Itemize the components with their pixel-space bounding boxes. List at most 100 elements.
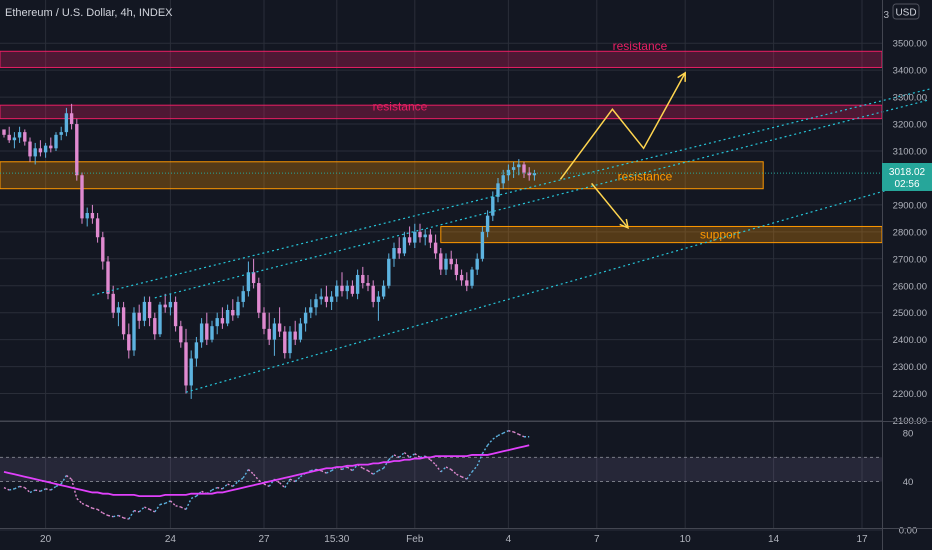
candle: [127, 323, 131, 359]
candle-body: [49, 145, 53, 149]
rsi-segment: [81, 502, 88, 507]
rsi-segment: [398, 451, 405, 458]
candle-body: [309, 307, 313, 313]
candle: [418, 223, 422, 243]
candle: [246, 261, 251, 297]
candle: [7, 126, 11, 143]
support-zone-label: resistance: [618, 170, 673, 184]
rsi-segment: [502, 430, 509, 434]
candle-body: [246, 272, 251, 292]
rsi-segment: [211, 486, 218, 491]
candle: [101, 231, 105, 270]
candle-body: [111, 293, 115, 313]
rsi-segment: [35, 489, 41, 492]
candle-body: [75, 124, 79, 176]
candle: [298, 318, 303, 343]
candle-body: [402, 237, 407, 254]
rsi-segment: [138, 506, 145, 513]
rsi-segment: [97, 508, 104, 514]
x-tick-label: 7: [594, 534, 600, 545]
candle: [465, 272, 469, 292]
y-tick-label: 2500.00: [893, 308, 927, 319]
x-tick-label: 27: [258, 534, 270, 545]
rsi-segment: [445, 466, 452, 471]
rsi-segment: [456, 473, 462, 478]
candle: [2, 129, 6, 138]
rsi-segment: [190, 495, 197, 500]
x-tick-label: 20: [40, 534, 52, 545]
candle-body: [527, 172, 531, 176]
bearish-scenario-arrow-path: [591, 182, 629, 229]
candle: [522, 161, 526, 178]
rsi-segment: [497, 432, 504, 437]
rsi-segment: [227, 483, 234, 488]
candle-body: [12, 137, 17, 141]
candle-body: [491, 196, 495, 216]
candle-body: [465, 280, 469, 286]
candle: [199, 318, 204, 348]
rsi-segment: [175, 505, 181, 508]
candle: [413, 223, 417, 249]
candle: [137, 304, 141, 329]
y-tick-label: 2300.00: [893, 362, 927, 373]
candle: [470, 266, 474, 289]
candle-body: [142, 301, 147, 321]
support-zone-label: support: [700, 228, 741, 242]
candle: [496, 177, 500, 203]
rsi-segment: [351, 464, 359, 472]
x-tick-label: 17: [856, 534, 868, 545]
rsi-segment: [24, 487, 31, 493]
candle-body: [127, 334, 131, 351]
candle: [90, 204, 95, 224]
rsi-segment: [461, 476, 468, 480]
last-price-value: 3018.02: [889, 167, 926, 178]
candle-body: [470, 269, 474, 286]
candle-body: [95, 218, 100, 238]
rsi-segment: [289, 478, 296, 483]
currency-badge[interactable]: [892, 3, 920, 20]
candle-body: [387, 258, 391, 286]
candle-body: [407, 237, 412, 243]
candle-body: [272, 323, 277, 340]
rsi-segment: [429, 459, 437, 466]
candle-body: [314, 299, 318, 308]
x-tick-label: 14: [768, 534, 780, 545]
candle: [283, 326, 287, 359]
candle-body: [54, 134, 58, 149]
candle: [153, 312, 157, 340]
candle: [173, 296, 178, 332]
candle-body: [173, 301, 178, 327]
candle: [439, 248, 443, 275]
bullish-scenario-arrow-path: [559, 72, 686, 180]
candle: [319, 288, 323, 305]
y-tick-label: 2800.00: [893, 227, 927, 238]
candle-body: [392, 248, 396, 259]
rsi-band: [0, 457, 882, 482]
rsi-segment: [513, 431, 520, 435]
price-axis-partial-label: 3: [883, 10, 889, 21]
rsi-segment: [471, 465, 478, 473]
candle: [309, 299, 313, 319]
candle-body: [257, 283, 261, 313]
rsi-segment: [268, 478, 275, 487]
rsi-segment: [346, 466, 353, 472]
candle-body: [293, 331, 297, 340]
candle-body: [17, 132, 22, 138]
rsi-segment: [217, 486, 223, 490]
candle-body: [194, 342, 199, 359]
candle-body: [90, 212, 95, 219]
candle: [132, 307, 136, 356]
candle-body: [501, 175, 505, 184]
resistance-zone: [0, 104, 883, 120]
rsi-segment: [518, 433, 525, 438]
candle: [95, 212, 100, 243]
candle-body: [205, 323, 209, 340]
candle-body: [69, 113, 74, 125]
candle: [335, 280, 339, 302]
candle: [340, 272, 344, 297]
candle: [485, 210, 490, 238]
candle: [194, 336, 199, 367]
rsi-segment: [279, 482, 286, 489]
candle: [210, 320, 214, 343]
